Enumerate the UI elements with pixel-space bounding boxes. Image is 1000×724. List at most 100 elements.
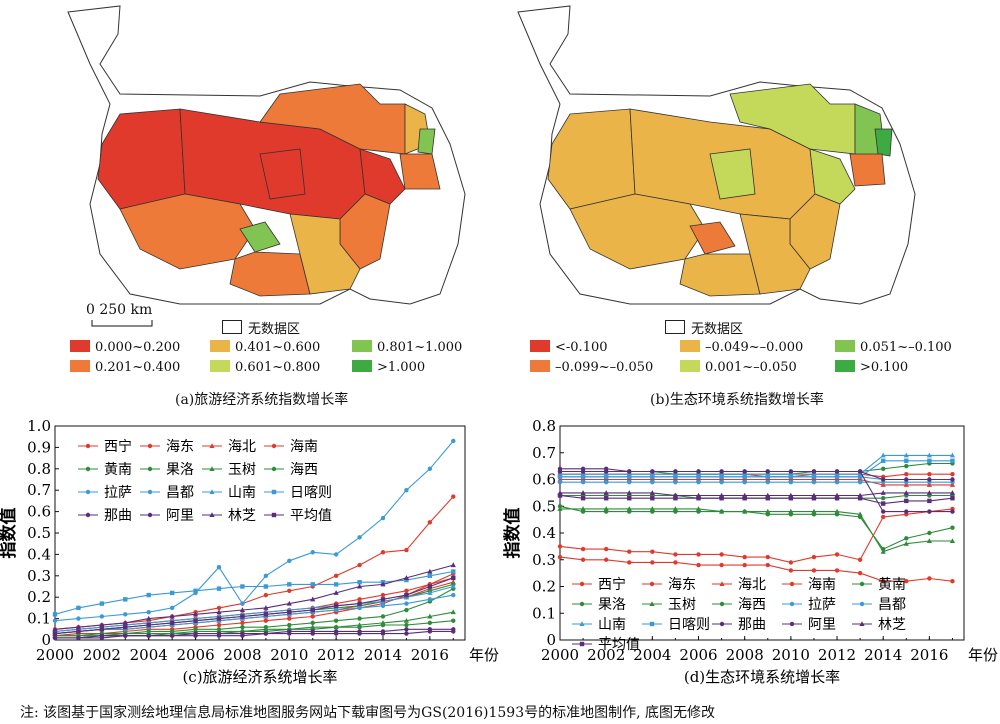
legend-marker: [271, 489, 277, 495]
legend-item: 0.601~0.800: [210, 360, 320, 375]
x-axis-label: 年份: [469, 646, 499, 664]
data-point: [742, 554, 747, 560]
y-tick-label: 0.5: [27, 524, 51, 542]
legend-item: 西宁: [78, 438, 132, 455]
data-point: [742, 469, 747, 474]
data-point: [649, 490, 655, 495]
legend-marker: [859, 621, 865, 626]
data-point: [950, 496, 955, 501]
map-a-region-rikaze: [119, 193, 256, 270]
data-point: [881, 514, 886, 520]
data-point: [580, 557, 586, 562]
data-point: [950, 525, 955, 530]
series-line: [54, 585, 454, 632]
legend-label: 日喀则: [668, 617, 710, 633]
data-point: [788, 568, 794, 573]
map-a-legend: 无数据区 0.000~0.200 0.201~0.400 0.401~0.600 0.…: [70, 318, 490, 380]
legend-label: 海北: [228, 439, 256, 455]
x-tick-label: 2000: [36, 646, 74, 664]
data-point: [240, 601, 245, 606]
data-point: [451, 438, 456, 444]
data-point: [857, 570, 863, 576]
footnote: 注: 该图基于国家测绘地理信息局标准地图服务网站下载审图号为GS(2016)15…: [20, 705, 716, 721]
legend-marker: [147, 489, 153, 495]
data-point: [834, 479, 840, 485]
data-point: [626, 476, 632, 482]
x-tick-label: 2012: [818, 646, 856, 664]
data-point: [650, 496, 655, 501]
series-line: [559, 494, 953, 505]
legend-label: 那曲: [738, 617, 766, 633]
legend-item: 林芝: [852, 617, 906, 633]
data-point: [75, 624, 82, 630]
data-point: [765, 496, 770, 501]
data-point: [950, 477, 955, 482]
data-point: [310, 624, 316, 630]
data-point: [404, 627, 409, 632]
chart-title: (d)生态环境系统增长率: [684, 668, 840, 686]
data-point: [881, 509, 886, 514]
series-line: [560, 460, 953, 478]
data-point: [239, 607, 246, 613]
data-point: [99, 614, 105, 619]
legend-label: 0.000~0.200: [95, 340, 181, 355]
x-tick-label: 2006: [176, 646, 214, 664]
legend-label: 西宁: [598, 576, 626, 593]
data-point: [719, 552, 724, 557]
x-tick-label: 2016: [910, 646, 948, 664]
data-point: [193, 631, 198, 636]
legend-marker: [579, 601, 585, 607]
data-point: [904, 458, 909, 463]
data-point: [950, 458, 955, 463]
data-point: [287, 558, 292, 564]
y-tick-label: 0.8: [532, 417, 556, 435]
data-point: [263, 592, 269, 598]
data-point: [451, 627, 456, 632]
data-point: [926, 482, 932, 487]
legend-label: 玉树: [668, 597, 696, 613]
data-point: [169, 605, 175, 611]
data-point: [857, 496, 863, 501]
data-point: [627, 479, 632, 485]
data-point: [696, 479, 701, 485]
data-point: [765, 562, 770, 568]
map-b-region-linzhi: [739, 213, 811, 295]
y-axis-label: 指数值: [502, 508, 523, 559]
data-point: [811, 554, 817, 560]
legend-item: 海南: [264, 439, 318, 455]
legend-label: 0.051~–0.100: [860, 340, 952, 355]
legend-swatch: [210, 340, 230, 352]
data-point: [672, 506, 679, 511]
series-西宁: [557, 554, 955, 584]
data-point: [603, 557, 609, 562]
legend-marker: [271, 512, 277, 518]
data-point: [627, 469, 632, 474]
data-point: [857, 557, 863, 562]
data-point: [903, 490, 909, 495]
series-海北: [557, 476, 956, 487]
data-point: [286, 600, 292, 606]
data-point: [404, 547, 409, 553]
data-point: [881, 458, 886, 463]
data-point: [603, 506, 609, 511]
map-a-region-yushu: [259, 148, 306, 200]
map-b-region-ne2: [874, 128, 893, 157]
series-山南: [557, 452, 956, 477]
series-line: [560, 492, 953, 497]
data-point: [287, 582, 292, 587]
legend-label: 海东: [668, 577, 696, 593]
data-point: [380, 603, 386, 608]
legend-marker: [579, 641, 585, 647]
data-point: [557, 554, 563, 560]
data-point: [811, 496, 817, 501]
legend-swatch: [835, 340, 855, 352]
map-a-region-lasa: [239, 221, 281, 253]
x-tick-label: 2010: [270, 646, 308, 664]
legend-item: <-0.100: [530, 340, 608, 355]
legend-item: >0.100: [835, 360, 908, 375]
data-point: [788, 496, 794, 501]
chart-c: 0 0.1 0.2 0.3 0.4 0.5 0.6 0.7 0.8 0.9 1.0 2000 2002 2…: [0, 417, 499, 686]
legend-label: 昌都: [878, 597, 906, 613]
data-point: [216, 609, 222, 615]
data-point: [427, 568, 433, 574]
